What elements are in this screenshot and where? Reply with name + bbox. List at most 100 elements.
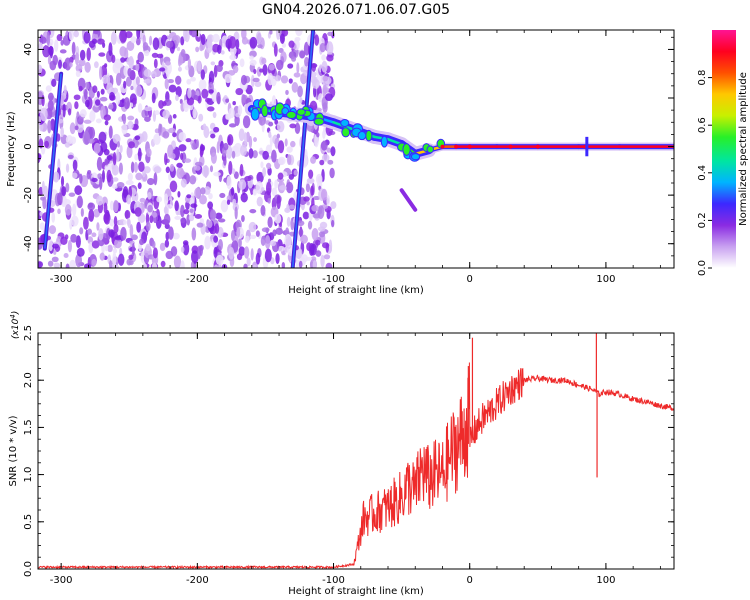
spectrogram-noise-cell bbox=[70, 233, 78, 243]
spectrogram-noise-cell bbox=[294, 37, 301, 42]
spectrogram-noise-cell bbox=[104, 245, 109, 252]
spectrogram-noise-cell bbox=[255, 230, 260, 237]
spectrogram-noise-cell bbox=[123, 219, 127, 225]
spectrogram-noise-cell bbox=[194, 187, 201, 199]
spectrogram-noise-cell bbox=[126, 40, 135, 52]
spectrogram-noise-cell bbox=[53, 262, 61, 268]
spectrogram-noise-cell bbox=[73, 30, 80, 38]
spectrogram-noise-cell bbox=[151, 262, 158, 268]
spectrogram-noise-cell bbox=[286, 146, 293, 153]
spectrogram-noise-cell bbox=[307, 220, 313, 230]
spectrogram-noise-cell bbox=[117, 202, 122, 212]
spectrogram-trace-layer bbox=[42, 30, 674, 268]
spectrogram-noise-cell bbox=[300, 234, 308, 244]
spectrogram-noise-cell bbox=[164, 239, 170, 248]
spectrogram-noise-cell bbox=[320, 140, 328, 151]
spectrogram-noise-cell bbox=[147, 191, 152, 200]
spectrogram-noise-cell bbox=[257, 44, 263, 49]
spectrogram-noise-cell bbox=[178, 66, 182, 72]
spectrogram-noise-cell bbox=[67, 154, 74, 159]
spectrogram-noise-cell bbox=[231, 168, 236, 175]
spectrogram-noise-cell bbox=[208, 192, 213, 200]
spectrogram-noise-cell bbox=[93, 30, 99, 35]
spectrogram-noise-cell bbox=[52, 54, 58, 66]
spectrogram-noise-cell bbox=[48, 239, 54, 252]
spectrogram-noise-cell bbox=[191, 142, 197, 150]
spectrogram-noise-cell bbox=[210, 152, 217, 164]
spectrogram-trace-blob bbox=[250, 107, 260, 121]
spectrogram-noise-cell bbox=[64, 142, 71, 148]
spectrogram-noise-cell bbox=[75, 64, 83, 73]
snr-y-tick-label: 0.5 bbox=[23, 514, 34, 530]
spectrogram-noise-cell bbox=[166, 204, 173, 209]
spectrogram-noise-cell bbox=[212, 33, 220, 43]
spectrogram-noise-cell bbox=[72, 159, 78, 171]
spectrogram-noise-cell bbox=[200, 69, 206, 80]
snr-x-tick-label: -200 bbox=[186, 575, 209, 586]
spectrogram-noise-cell bbox=[302, 211, 310, 220]
spectrogram-noise-cell bbox=[306, 201, 310, 206]
spectrogram-noise-cell bbox=[51, 212, 56, 223]
spectrogram-noise-cell bbox=[123, 80, 127, 89]
spectrogram-noise-cell bbox=[288, 40, 295, 48]
spectrogram-noise-cell bbox=[150, 70, 157, 78]
spectrogram-noise-cell bbox=[87, 228, 93, 235]
spectrogram-noise-cell bbox=[119, 30, 128, 43]
spectrogram-noise-cell bbox=[197, 95, 202, 104]
spectrogram-noise-cell bbox=[63, 253, 69, 258]
spectrogram-noise-cell bbox=[210, 61, 216, 66]
spectrogram-noise-cell bbox=[114, 238, 122, 249]
spectrogram-noise-cell bbox=[244, 132, 248, 146]
spectrogram-noise-cell bbox=[88, 209, 95, 222]
spectrogram-noise-cell bbox=[239, 58, 245, 68]
spectrogram-noise-cell bbox=[233, 171, 239, 179]
spectrogram-noise-cell bbox=[187, 87, 192, 99]
spectrogram-noise-cell bbox=[212, 111, 217, 119]
spectrogram-noise-cell bbox=[297, 220, 305, 227]
spectrogram-noise-cell bbox=[156, 196, 163, 203]
spectrogram-noise-cell bbox=[44, 140, 49, 148]
spectrogram-noise-cell bbox=[39, 211, 43, 217]
spectrogram-noise-cell bbox=[65, 163, 70, 173]
snr-scale-label: (x104) bbox=[9, 311, 21, 339]
spectrogram-noise-cell bbox=[151, 92, 156, 104]
spectrogram-x-tick-label: 0 bbox=[467, 274, 473, 285]
spectrogram-noise-cell bbox=[47, 260, 54, 267]
spectrogram-noise-cell bbox=[190, 30, 198, 38]
spectrogram-x-tick-label: -200 bbox=[186, 274, 209, 285]
spectrogram-noise-cell bbox=[51, 78, 57, 88]
spectrogram-noise-cell bbox=[86, 47, 91, 62]
spectrogram-streak-core bbox=[291, 30, 314, 268]
spectrogram-noise-cell bbox=[111, 164, 115, 170]
spectrogram-noise-cell bbox=[195, 46, 200, 53]
spectrogram-noise-cell bbox=[108, 104, 114, 110]
spectrogram-noise-cell bbox=[60, 176, 65, 187]
spectrogram-noise-cell bbox=[52, 171, 60, 183]
spectrogram-noise-cell bbox=[271, 149, 277, 163]
spectrogram-noise-cell bbox=[119, 46, 127, 57]
spectrogram-noise-cell bbox=[38, 42, 43, 50]
spectrogram-noise-cell bbox=[98, 131, 107, 144]
spectrogram-y-tick-label: -40 bbox=[23, 236, 34, 252]
spectrogram-x-tick-label: -300 bbox=[50, 274, 73, 285]
spectrogram-y-tick-label: 0 bbox=[23, 143, 34, 149]
spectrogram-noise-cell bbox=[78, 85, 83, 92]
spectrogram-noise-cell bbox=[79, 49, 86, 61]
spectrogram-noise-cell bbox=[83, 119, 92, 124]
spectrogram-noise-cell bbox=[134, 153, 139, 161]
spectrogram-noise-cell bbox=[99, 252, 105, 261]
spectrogram-noise-cell bbox=[124, 209, 131, 220]
spectrogram-noise-cell bbox=[197, 245, 202, 260]
spectrogram-noise-cell bbox=[260, 187, 265, 192]
spectrogram-noise-cell bbox=[108, 125, 113, 139]
snr-x-label: Height of straight line (km) bbox=[288, 586, 424, 597]
spectrogram-noise-cell bbox=[83, 31, 91, 44]
spectrogram-noise-cell bbox=[91, 232, 97, 238]
spectrogram-noise-cell bbox=[240, 74, 247, 86]
spectrogram-noise-cell bbox=[260, 205, 266, 216]
spectrogram-noise-cell bbox=[71, 172, 78, 179]
spectrogram-noise-cell bbox=[315, 239, 321, 246]
spectrogram-noise-cell bbox=[293, 72, 301, 78]
spectrogram-noise-cell bbox=[208, 89, 214, 94]
spectrogram-noise-cell bbox=[275, 59, 284, 71]
